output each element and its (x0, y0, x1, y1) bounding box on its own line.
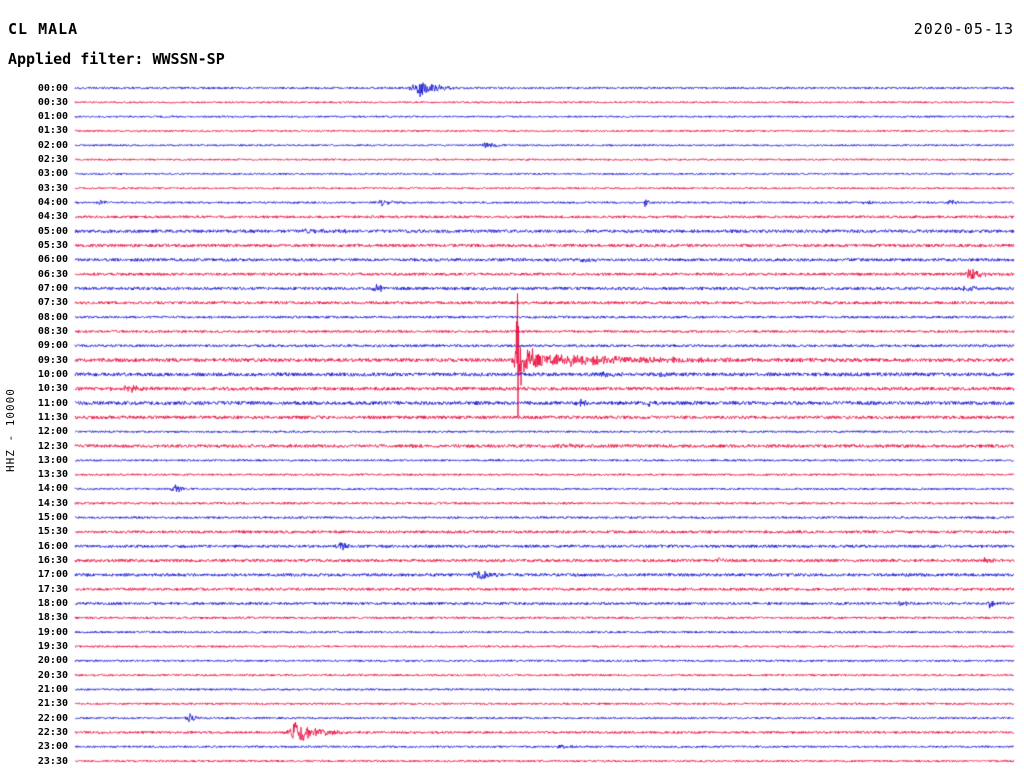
seismogram-canvas (0, 0, 1024, 780)
helicorder-page: CL MALA 2020-05-13 Applied filter: WWSSN… (0, 0, 1024, 780)
